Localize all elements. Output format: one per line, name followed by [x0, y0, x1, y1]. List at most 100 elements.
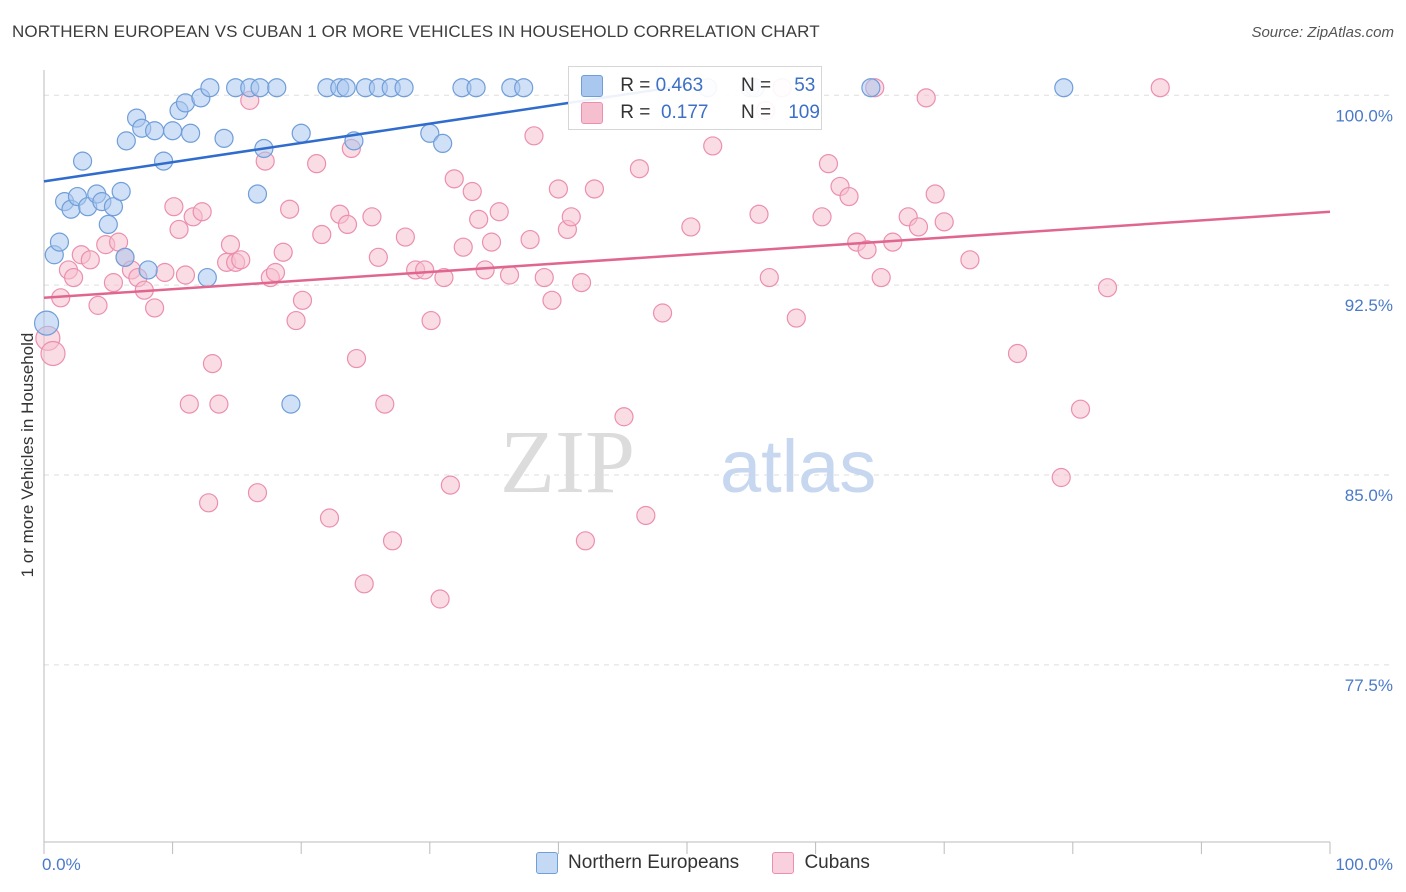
cuban-point [786, 308, 806, 328]
cuban-point [144, 298, 165, 318]
cuban-point [524, 126, 544, 146]
legend-swatch-pink [772, 852, 795, 874]
cuban-point [453, 237, 473, 257]
cuban-point [421, 310, 441, 331]
y-tick-label: 92.5% [1345, 296, 1393, 315]
cuban-point [812, 207, 832, 227]
northern-european-point [33, 310, 60, 336]
cuban-point [440, 475, 460, 495]
cuban-point [1051, 467, 1071, 488]
northern-european-point [144, 121, 165, 141]
cuban-point [202, 354, 223, 374]
cuban-point [368, 247, 388, 267]
cuban-point [199, 493, 219, 513]
legend-swatch-blue [581, 75, 603, 97]
northern-european-point [163, 121, 183, 141]
northern-european-point [153, 151, 174, 171]
cuban-point [312, 224, 332, 245]
cuban-point [337, 214, 358, 234]
y-tick-label: 85.0% [1345, 486, 1393, 505]
n-value: 109 [788, 102, 820, 123]
cuban-point [489, 202, 509, 222]
legend-swatch-blue [536, 852, 559, 874]
cuban-point [1150, 78, 1170, 98]
chart-title: NORTHERN EUROPEAN VS CUBAN 1 OR MORE VEH… [12, 22, 820, 41]
cuban-point [63, 267, 84, 288]
cuban-point [749, 204, 769, 224]
cuban-point [571, 273, 592, 293]
cuban-point [415, 260, 435, 280]
northern-european-point [116, 131, 136, 151]
cuban-point [80, 250, 100, 270]
cuban-point [192, 202, 212, 222]
legend-row-cubans: R = 0.177 N = 109 [581, 102, 820, 126]
legend-label: Northern Europeans [568, 852, 740, 873]
cuban-point [542, 290, 562, 310]
cuban-point [1070, 399, 1091, 419]
cuban-point [636, 505, 656, 526]
northern-european-point [281, 394, 301, 414]
northern-european-point [49, 232, 70, 252]
northern-european-point [267, 78, 287, 98]
series-northern-europeans [33, 78, 1074, 414]
cuban-point [273, 242, 293, 262]
cuban-point [548, 179, 569, 199]
cuban-point [430, 589, 450, 609]
series-legend: Northern Europeans Cubans [0, 852, 1406, 874]
cuban-point [520, 229, 540, 250]
legend-item-cubans: Cubans [772, 852, 870, 874]
northern-european-point [291, 123, 311, 143]
cuban-point [759, 267, 779, 288]
cuban-point [681, 217, 701, 237]
cuban-point [319, 508, 340, 528]
cuban-point [354, 574, 374, 594]
x-tick-label: 100.0% [1335, 855, 1393, 874]
cuban-point [395, 227, 415, 247]
northern-european-point [250, 78, 270, 98]
cuban-point [584, 179, 605, 199]
northern-european-point [214, 128, 234, 148]
cuban-point [444, 169, 464, 189]
y-tick-label: 100.0% [1335, 106, 1393, 125]
cuban-point [462, 181, 482, 202]
correlation-legend: R = 0.463 N = 53 R = 0.177 N = 109 [568, 66, 822, 130]
cuban-point [179, 394, 199, 414]
cuban-point [362, 207, 382, 227]
legend-item-northern-europeans: Northern Europeans [536, 852, 739, 874]
n-value: 53 [794, 75, 816, 96]
cuban-point [561, 207, 581, 227]
source-credit: Source: ZipAtlas.com [1251, 24, 1394, 41]
grid-lines [44, 94, 1392, 666]
cuban-point [818, 154, 839, 174]
northern-european-point [200, 78, 220, 98]
northern-european-point [103, 197, 124, 217]
northern-european-point [181, 123, 201, 143]
axes [43, 70, 1331, 854]
cuban-point [265, 262, 286, 283]
watermark: ZIP atlas [500, 413, 876, 512]
cuban-point [871, 267, 891, 288]
cuban-point [534, 267, 554, 288]
cuban-point [629, 159, 650, 179]
cuban-point [1007, 343, 1028, 364]
legend-row-northern-europeans: R = 0.463 N = 53 [581, 75, 815, 99]
cuban-point [575, 531, 596, 551]
cuban-point [481, 232, 502, 252]
legend-label: Cubans [804, 852, 870, 873]
northern-european-point [336, 78, 356, 98]
n-label: N = [740, 102, 772, 123]
cuban-point [307, 154, 327, 174]
cuban-point [164, 197, 184, 217]
cuban-point [925, 184, 945, 204]
cuban-point [40, 340, 66, 367]
cuban-point [175, 265, 196, 285]
cuban-point [231, 250, 251, 270]
cuban-point [103, 273, 124, 293]
cuban-point [286, 310, 306, 331]
northern-european-point [861, 78, 881, 98]
northern-european-point [466, 78, 486, 98]
series-cubans [35, 78, 1170, 609]
cuban-point [934, 212, 954, 232]
cuban-point [280, 199, 300, 219]
